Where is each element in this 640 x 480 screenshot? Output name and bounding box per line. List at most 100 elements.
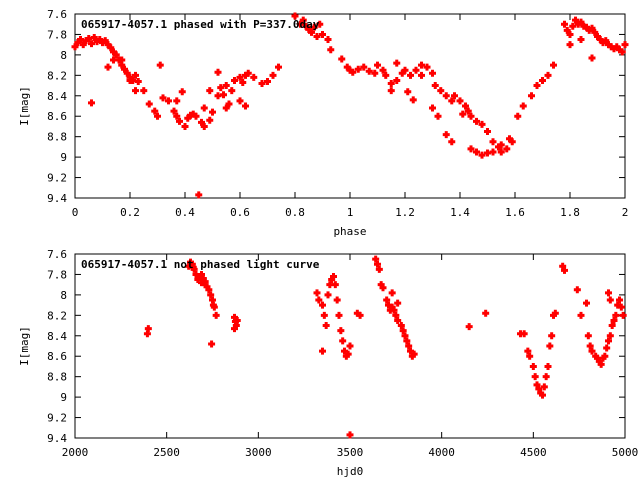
data-point (605, 41, 612, 49)
data-point (134, 77, 142, 85)
data-point (222, 82, 230, 90)
data-point (529, 362, 537, 370)
x-tick-label: 1.8 (560, 206, 580, 219)
data-point (353, 309, 361, 317)
data-point (315, 296, 323, 304)
data-point (456, 97, 464, 105)
data-point (192, 270, 200, 278)
data-point (401, 66, 409, 74)
data-point (617, 303, 625, 311)
data-point (104, 63, 112, 71)
data-point (607, 43, 615, 51)
data-point (206, 116, 214, 124)
data-point (236, 73, 244, 81)
data-point (326, 281, 334, 289)
data-point (93, 38, 101, 46)
data-point (588, 54, 596, 62)
data-point (371, 69, 379, 77)
data-point (110, 56, 117, 64)
data-point (596, 36, 604, 44)
data-point (374, 260, 381, 268)
data-point (382, 71, 390, 79)
data-point (324, 291, 332, 299)
data-point (599, 354, 607, 362)
data-point (613, 43, 621, 51)
data-point (473, 117, 480, 125)
data-point (228, 87, 236, 95)
data-point (242, 71, 249, 79)
data-point (524, 347, 532, 355)
data-point (200, 104, 208, 112)
y-axis-ticks: 7.6 7.8 8 8.2 8.4 8.6 8.8 9 9.2 9.4 (47, 248, 625, 445)
phased-light-curve-panel: 7.6 7.8 8 8.2 8.4 8.6 8.8 9 9.2 9.4 0 0.2 0.4 0.6 0.8… (18, 8, 629, 238)
data-point (563, 26, 571, 34)
data-point (333, 296, 341, 304)
data-point (209, 296, 216, 304)
data-point (429, 104, 436, 112)
data-point (559, 262, 567, 270)
data-point (210, 303, 218, 311)
data-point (573, 286, 581, 294)
data-point (566, 30, 574, 38)
data-point (187, 258, 194, 266)
data-point (118, 56, 126, 64)
data-point (187, 111, 194, 119)
x-axis-label: phase (333, 225, 366, 238)
data-point (110, 48, 117, 56)
data-point (577, 311, 585, 319)
data-point (388, 303, 396, 311)
data-point (546, 342, 554, 350)
data-point (561, 20, 568, 28)
data-point (327, 46, 335, 54)
data-point (338, 55, 346, 63)
data-point (184, 114, 192, 122)
data-points (143, 255, 627, 439)
data-point (397, 322, 405, 330)
data-point (473, 148, 480, 156)
data-point (602, 37, 610, 45)
x-axis-label: hjd0 (337, 465, 364, 478)
data-point (190, 265, 198, 273)
data-point (423, 63, 431, 71)
x-tick-label: 3500 (337, 446, 364, 459)
x-tick-label: 0.4 (175, 206, 195, 219)
data-point (341, 347, 348, 355)
data-point (291, 12, 299, 20)
data-point (337, 327, 345, 335)
y-tick-label: 8 (60, 289, 67, 302)
data-point (533, 82, 541, 90)
data-point (610, 45, 618, 53)
data-point (599, 39, 607, 47)
data-point (484, 149, 491, 157)
data-point (156, 61, 164, 69)
data-point (418, 71, 425, 79)
data-point (313, 32, 321, 40)
data-point (330, 272, 337, 280)
data-point (583, 299, 590, 307)
data-point (305, 25, 313, 33)
data-point (577, 18, 585, 26)
data-point (154, 112, 161, 120)
data-point (393, 76, 401, 84)
data-point (297, 20, 304, 28)
data-point (577, 36, 585, 44)
data-point (319, 301, 326, 309)
data-point (503, 145, 511, 153)
data-point (437, 87, 445, 95)
data-point (319, 30, 326, 38)
data-point (344, 350, 352, 358)
data-point (588, 347, 596, 355)
y-tick-label: 8.8 (47, 371, 67, 384)
data-point (584, 332, 592, 340)
data-point (409, 96, 417, 104)
data-point (508, 138, 516, 146)
x-tick-label: 1.4 (450, 206, 470, 219)
x-tick-label: 1.2 (395, 206, 415, 219)
data-point (205, 286, 213, 294)
data-point (612, 311, 620, 319)
data-point (497, 141, 505, 149)
data-point (170, 107, 178, 115)
data-point (299, 16, 307, 24)
data-point (594, 354, 601, 362)
